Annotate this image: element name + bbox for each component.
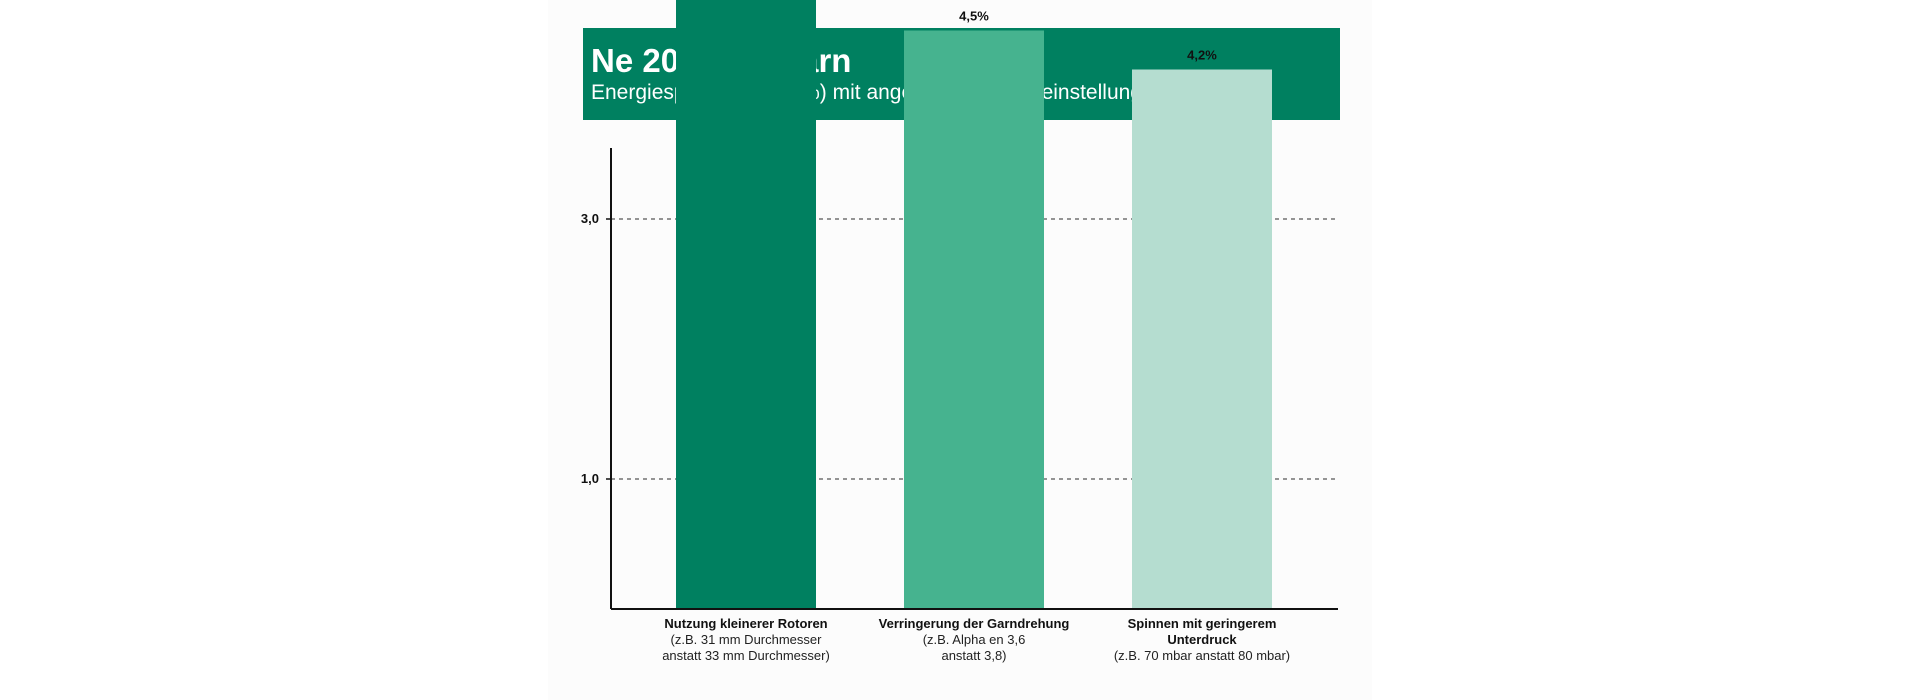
x-category-detail: (z.B. 31 mm Durchmesser — [671, 632, 823, 647]
x-category-detail: anstatt 33 mm Durchmesser) — [662, 648, 830, 663]
x-category-detail: anstatt 3,8) — [941, 648, 1006, 663]
x-category-label: Spinnen mit geringerem — [1128, 616, 1277, 631]
bar — [904, 30, 1044, 609]
bar-value-label: 4,5% — [959, 9, 989, 24]
x-category-label: Unterdruck — [1167, 632, 1237, 647]
y-tick-label: 3,0 — [581, 211, 599, 226]
bar — [676, 0, 816, 609]
x-category-detail: (z.B. 70 mbar anstatt 80 mbar) — [1114, 648, 1290, 663]
x-category-label: Verringerung der Garndrehung — [879, 616, 1070, 631]
bar-value-label: 4,2% — [1187, 48, 1217, 63]
bar — [1132, 69, 1272, 609]
x-category-label: Nutzung kleinerer Rotoren — [664, 616, 827, 631]
y-tick-label: 1,0 — [581, 471, 599, 486]
x-category-detail: (z.B. Alpha en 3,6 — [923, 632, 1026, 647]
